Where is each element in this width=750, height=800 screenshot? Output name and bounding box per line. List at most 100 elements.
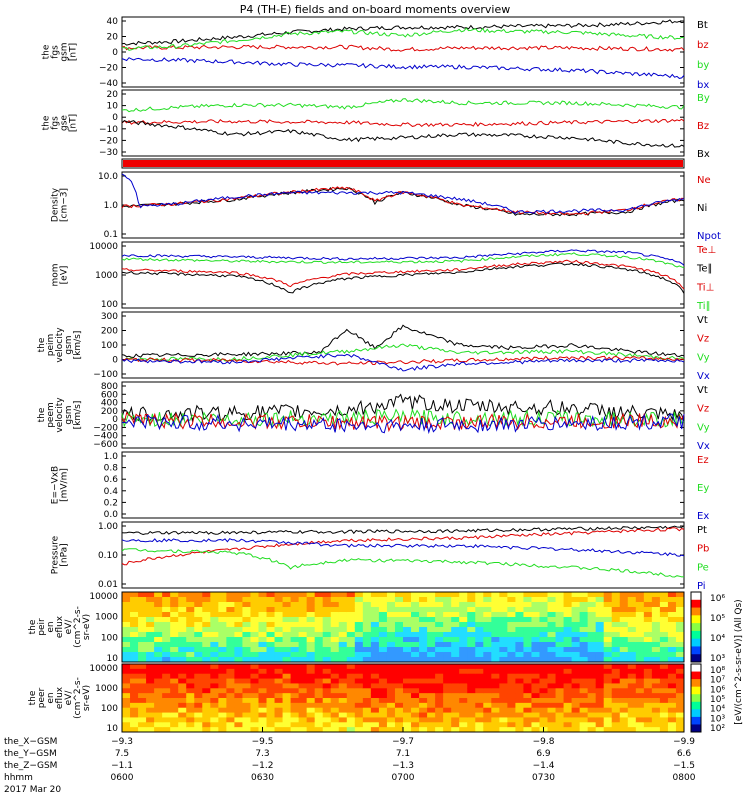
spectrogram-cell [587, 678, 597, 684]
legend-entry: Vt [697, 385, 708, 396]
spectrogram-cell [555, 612, 565, 618]
spectrogram-cell [194, 607, 203, 613]
spectrogram-cell [467, 702, 476, 709]
spectrogram-cell [266, 722, 276, 728]
spectrogram-cell [226, 597, 235, 603]
spectrogram-cell [234, 652, 243, 658]
colorbar-segment [691, 716, 701, 725]
spectrogram-cell [459, 693, 468, 699]
spectrogram-cell [411, 602, 420, 608]
spectrogram-cell [146, 702, 155, 709]
spectrogram-cell [675, 688, 685, 694]
spectrogram-cell [202, 678, 211, 684]
spectrogram-cell [611, 688, 621, 694]
spectrogram-cell [667, 607, 677, 613]
spectrogram-cell [547, 597, 557, 603]
spectrogram-cell [563, 602, 573, 608]
spectrogram-cell [595, 657, 605, 663]
spectrogram-cell [667, 637, 677, 643]
spectrogram-cell [547, 707, 557, 714]
spectrogram-cell [531, 592, 540, 598]
spectrogram-cell [202, 592, 211, 598]
spectrogram-cell [579, 657, 589, 663]
spectrogram-cell [266, 717, 276, 723]
y-axis-label: fgs [51, 45, 61, 59]
spectrogram-cell [314, 647, 324, 653]
spectrogram-cell [298, 612, 308, 618]
spectrogram-cell [178, 652, 187, 658]
spectrogram-cell [346, 642, 356, 648]
spectrogram-cell [386, 652, 396, 658]
spectrogram-cell [411, 678, 420, 684]
spectrogram-cell [411, 688, 420, 694]
spectrogram-cell [611, 597, 621, 603]
spectrogram-cell [555, 602, 565, 608]
spectrogram-cell [346, 617, 356, 623]
spectrogram-cell [194, 592, 203, 598]
x-tick-label: −1.2 [252, 761, 274, 771]
spectrogram-cell [194, 683, 203, 689]
spectrogram-cell [635, 673, 645, 680]
spectrogram-cell [242, 688, 251, 694]
spectrogram-cell [507, 693, 516, 699]
spectrogram-cell [290, 698, 300, 704]
y-tick-label: 10000 [89, 242, 118, 252]
spectrogram-cell [258, 637, 268, 643]
spectrogram-cell [483, 707, 492, 714]
spectrogram-cell [667, 678, 677, 684]
spectrogram-cell [627, 637, 637, 643]
colorbar-segment [691, 630, 701, 640]
spectrogram-cell [515, 617, 524, 623]
spectrogram-cell [515, 647, 524, 653]
x-tick-label: −1.4 [533, 761, 555, 771]
spectrogram-cell [667, 597, 677, 603]
spectrogram-cell [475, 642, 484, 648]
spectrogram-cell [539, 668, 549, 675]
spectrogram-cell [651, 707, 661, 714]
spectrogram-cell [338, 698, 348, 704]
spectrogram-cell [547, 722, 557, 728]
spectrogram-cell [330, 722, 340, 728]
spectrogram-cell [210, 698, 219, 704]
series-line [121, 118, 685, 128]
spectrogram-cell [499, 592, 508, 598]
spectrogram-cell [178, 622, 187, 628]
spectrogram-cell [451, 602, 460, 608]
spectrogram-cell [338, 647, 348, 653]
spectrogram-cell [362, 597, 372, 603]
y-tick-label: 300 [101, 312, 118, 322]
spectrogram-cell [146, 657, 155, 663]
spectrogram-cell [515, 668, 524, 675]
spectrogram-cell [362, 617, 372, 623]
spectrogram-cell [130, 683, 139, 689]
spectrogram-cell [595, 607, 605, 613]
spectrogram-cell [403, 693, 412, 699]
spectrogram-cell [515, 707, 524, 714]
spectrogram-cell [306, 668, 316, 675]
spectrogram-cell [370, 722, 380, 728]
spectrogram-cell [138, 652, 147, 658]
spectrogram-cell [322, 657, 332, 663]
spectrogram-cell [322, 607, 332, 613]
spectrogram-cell [314, 673, 324, 680]
spectrogram-cell [499, 637, 508, 643]
spectrogram-cell [403, 673, 412, 680]
spectrogram-cell [138, 707, 147, 714]
spectrogram-cell [539, 688, 549, 694]
mode-bar [123, 160, 683, 167]
spectrogram-cell [531, 652, 540, 658]
spectrogram-cell [451, 612, 460, 618]
spectrogram-cell [515, 727, 524, 733]
spectrogram-cell [635, 698, 645, 704]
spectrogram-cell [675, 632, 685, 638]
spectrogram-cell [186, 617, 195, 623]
spectrogram-cell [627, 612, 637, 618]
spectrogram-cell [539, 642, 549, 648]
spectrogram-cell [362, 668, 372, 675]
y-axis-label: [nPa] [60, 543, 70, 566]
spectrogram-cell [234, 632, 243, 638]
spectrogram-cell [234, 698, 243, 704]
spectrogram-cell [659, 612, 669, 618]
spectrogram-cell [491, 678, 500, 684]
spectrogram-cell [330, 637, 340, 643]
